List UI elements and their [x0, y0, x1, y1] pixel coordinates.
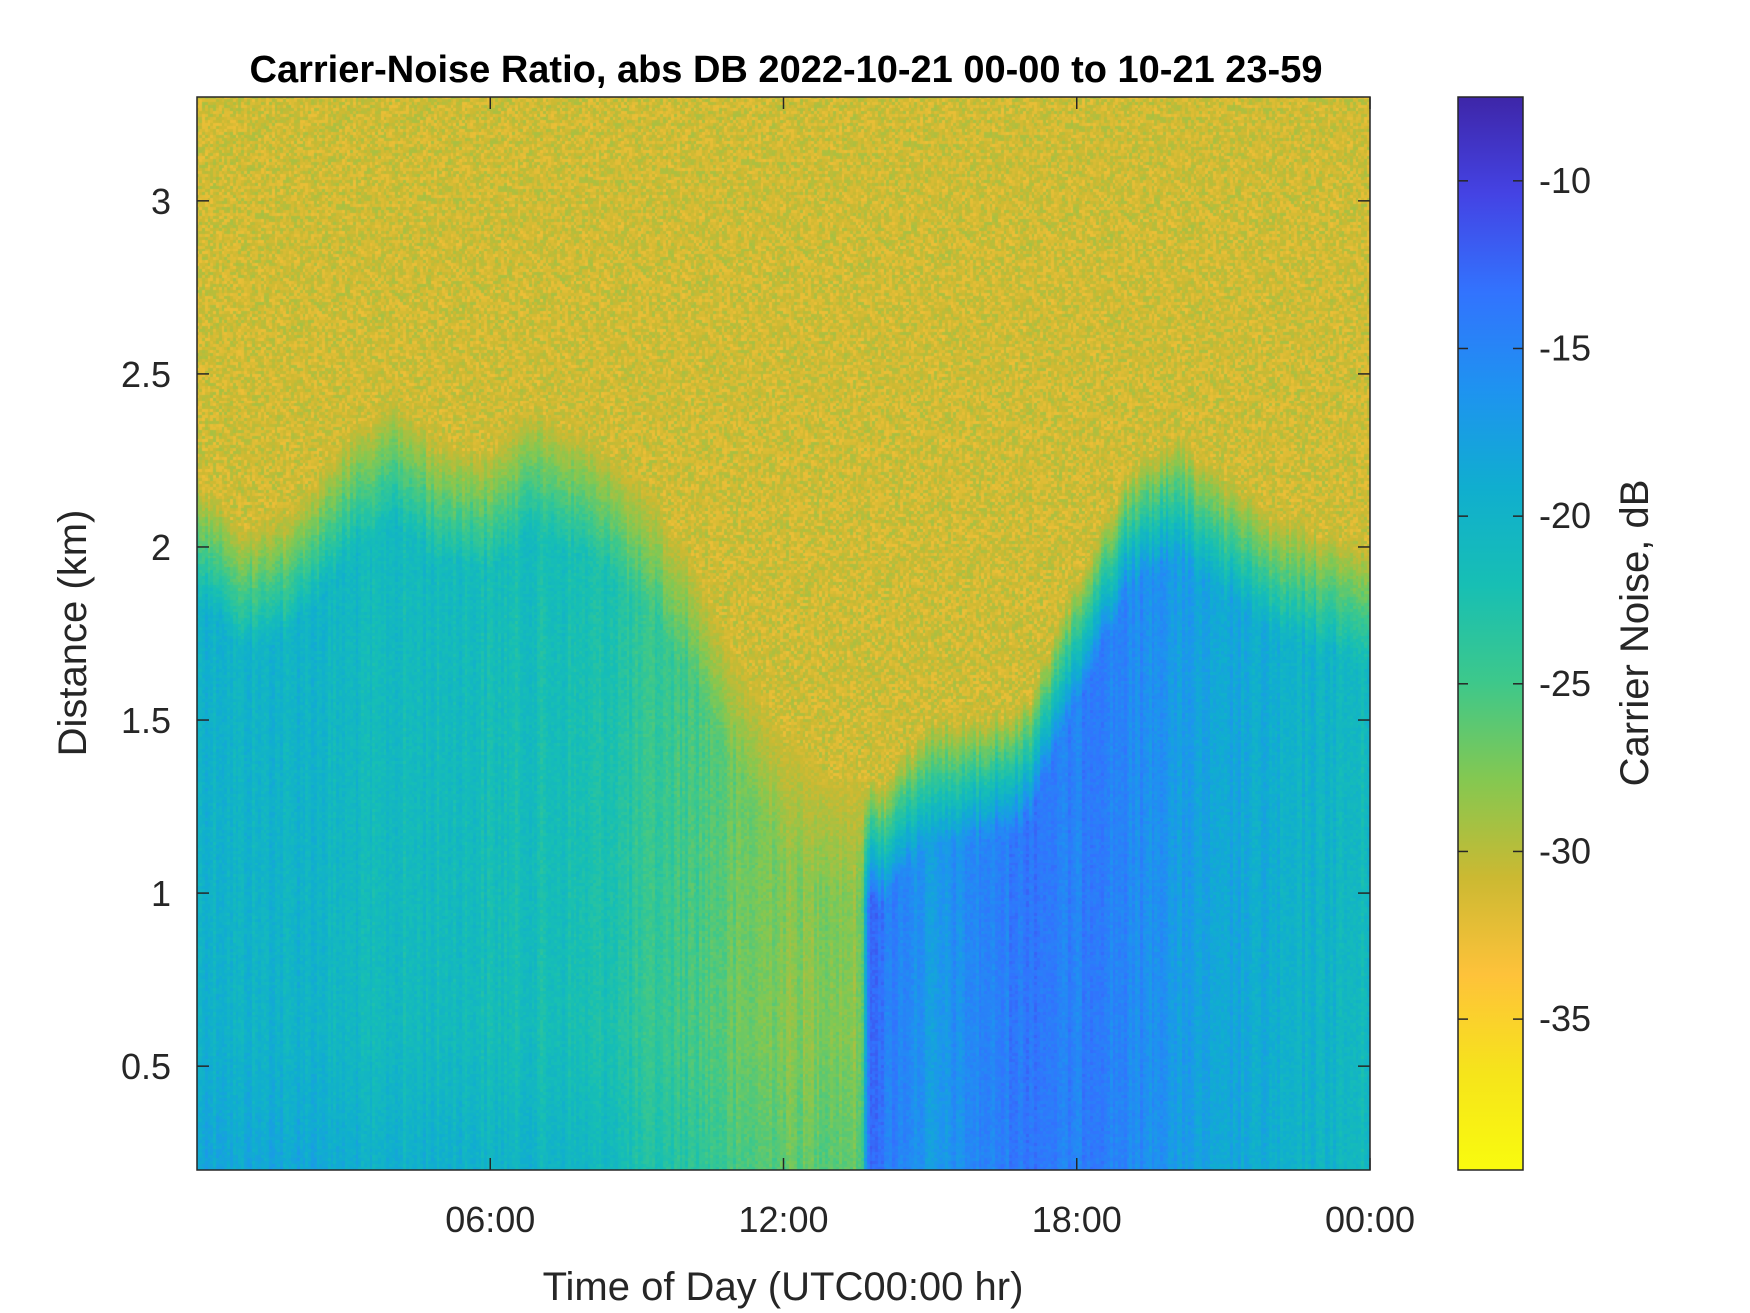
x-tick-label: 06:00: [445, 1199, 535, 1240]
y-tick-label: 0.5: [121, 1046, 171, 1087]
y-tick-label: 3: [151, 181, 171, 222]
x-tick-label: 18:00: [1032, 1199, 1122, 1240]
x-axis-label: Time of Day (UTC00:00 hr): [543, 1265, 1024, 1309]
colorbar-tick-label: -30: [1539, 830, 1591, 871]
y-axis: 0.5 1 1.5 2 2.5 3: [121, 181, 1370, 1087]
heatmap-image-wrapper: [197, 97, 1370, 1170]
y-tick-label: 2.5: [121, 354, 171, 395]
colorbar-tick-label: -10: [1539, 160, 1591, 201]
chart-title: Carrier-Noise Ratio, abs DB 2022-10-21 0…: [250, 49, 1323, 91]
y-tick-label: 1.5: [121, 700, 171, 741]
colorbar-label: Carrier Noise, dB: [1613, 480, 1657, 787]
heatmap-image: [197, 97, 1370, 1170]
y-axis-label: Distance (km): [51, 510, 95, 757]
colorbar-frame: [1457, 96, 1524, 1171]
colorbar-tick-label: -25: [1539, 663, 1591, 704]
colorbar-gradient: [1458, 97, 1523, 1170]
x-tick-label: 12:00: [738, 1199, 828, 1240]
y-tick-label: 1: [151, 873, 171, 914]
x-axis: 06:00 12:00 18:00 00:00: [445, 97, 1415, 1240]
colorbar-tick-label: -15: [1539, 327, 1591, 368]
x-tick-label: 00:00: [1325, 1199, 1415, 1240]
heatmap-plot-area: [196, 96, 1371, 1171]
colorbar-tick-label: -20: [1539, 495, 1591, 536]
colorbar-tick-label: -35: [1539, 998, 1591, 1039]
y-tick-label: 2: [151, 527, 171, 568]
colorbar-ticks: -10 -15 -20 -25 -30 -35: [1458, 160, 1591, 1039]
colorbar: -10 -15 -20 -25 -30 -35: [1457, 96, 1591, 1171]
